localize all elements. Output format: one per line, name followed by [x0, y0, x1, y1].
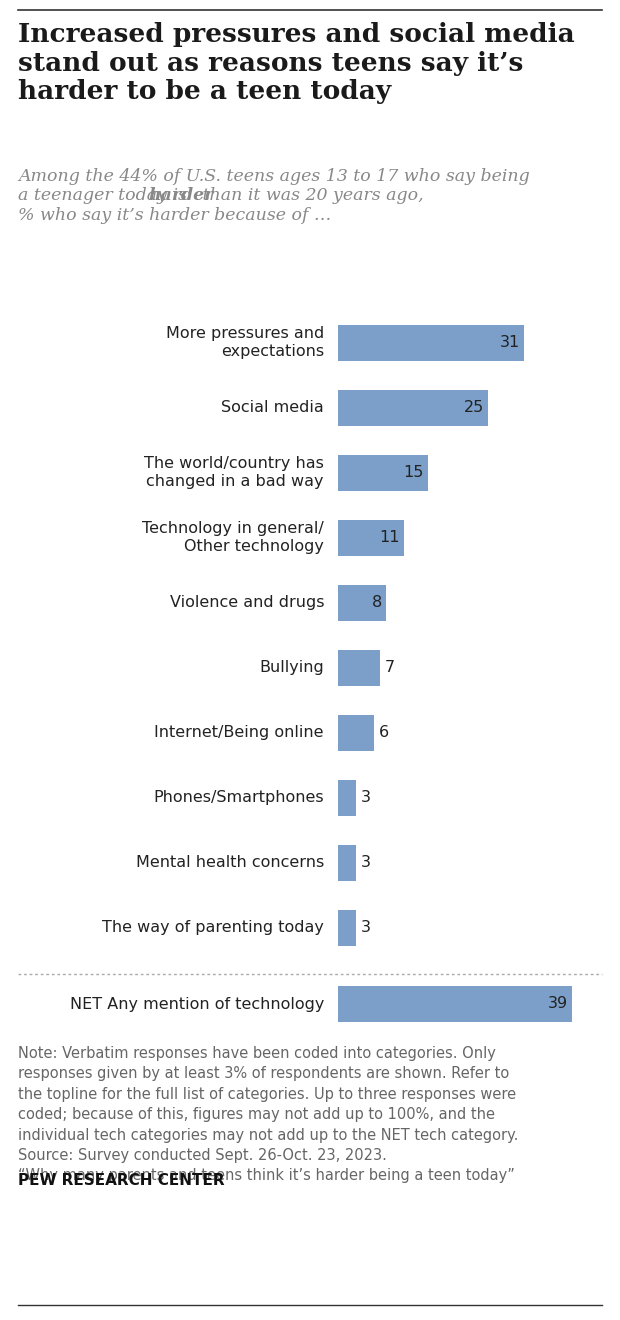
- Text: 7: 7: [385, 660, 395, 675]
- Text: 11: 11: [379, 531, 400, 545]
- Text: 39: 39: [548, 997, 568, 1011]
- Text: Internet/Being online: Internet/Being online: [154, 725, 324, 741]
- Bar: [338, 454, 428, 491]
- Bar: [338, 389, 488, 425]
- Text: Increased pressures and social media
stand out as reasons teens say it’s
harder : Increased pressures and social media sta…: [18, 22, 575, 104]
- Text: 8: 8: [372, 595, 382, 610]
- Text: 15: 15: [404, 465, 424, 480]
- Text: 31: 31: [500, 335, 520, 350]
- Bar: [338, 986, 572, 1022]
- Bar: [338, 325, 524, 360]
- Text: Phones/Smartphones: Phones/Smartphones: [153, 789, 324, 805]
- Bar: [338, 714, 374, 751]
- Bar: [338, 780, 356, 816]
- Text: than it was 20 years ago,: than it was 20 years ago,: [197, 187, 423, 205]
- Text: 3: 3: [361, 920, 371, 935]
- Text: PEW RESEARCH CENTER: PEW RESEARCH CENTER: [18, 1172, 224, 1188]
- Text: Bullying: Bullying: [259, 660, 324, 675]
- Bar: [338, 520, 404, 556]
- Text: Technology in general/
Other technology: Technology in general/ Other technology: [142, 521, 324, 553]
- Text: Social media: Social media: [221, 400, 324, 414]
- Text: 3: 3: [361, 855, 371, 870]
- Text: 25: 25: [464, 400, 484, 414]
- Bar: [338, 649, 380, 685]
- Text: % who say it’s harder because of …: % who say it’s harder because of …: [18, 207, 331, 224]
- Bar: [338, 909, 356, 945]
- Text: Note: Verbatim responses have been coded into categories. Only
responses given b: Note: Verbatim responses have been coded…: [18, 1045, 518, 1184]
- Bar: [338, 845, 356, 880]
- Text: 6: 6: [379, 725, 389, 741]
- Text: NET Any mention of technology: NET Any mention of technology: [69, 997, 324, 1011]
- Text: Among the 44% of U.S. teens ages 13 to 17 who say being: Among the 44% of U.S. teens ages 13 to 1…: [18, 168, 529, 185]
- Text: The world/country has
changed in a bad way: The world/country has changed in a bad w…: [144, 457, 324, 488]
- Text: The way of parenting today: The way of parenting today: [102, 920, 324, 935]
- Text: harder: harder: [148, 187, 213, 205]
- Bar: [338, 585, 386, 620]
- Text: More pressures and
expectations: More pressures and expectations: [166, 326, 324, 359]
- Text: a teenager today is: a teenager today is: [18, 187, 192, 205]
- Text: 3: 3: [361, 789, 371, 805]
- Text: Violence and drugs: Violence and drugs: [169, 595, 324, 610]
- Text: Mental health concerns: Mental health concerns: [136, 855, 324, 870]
